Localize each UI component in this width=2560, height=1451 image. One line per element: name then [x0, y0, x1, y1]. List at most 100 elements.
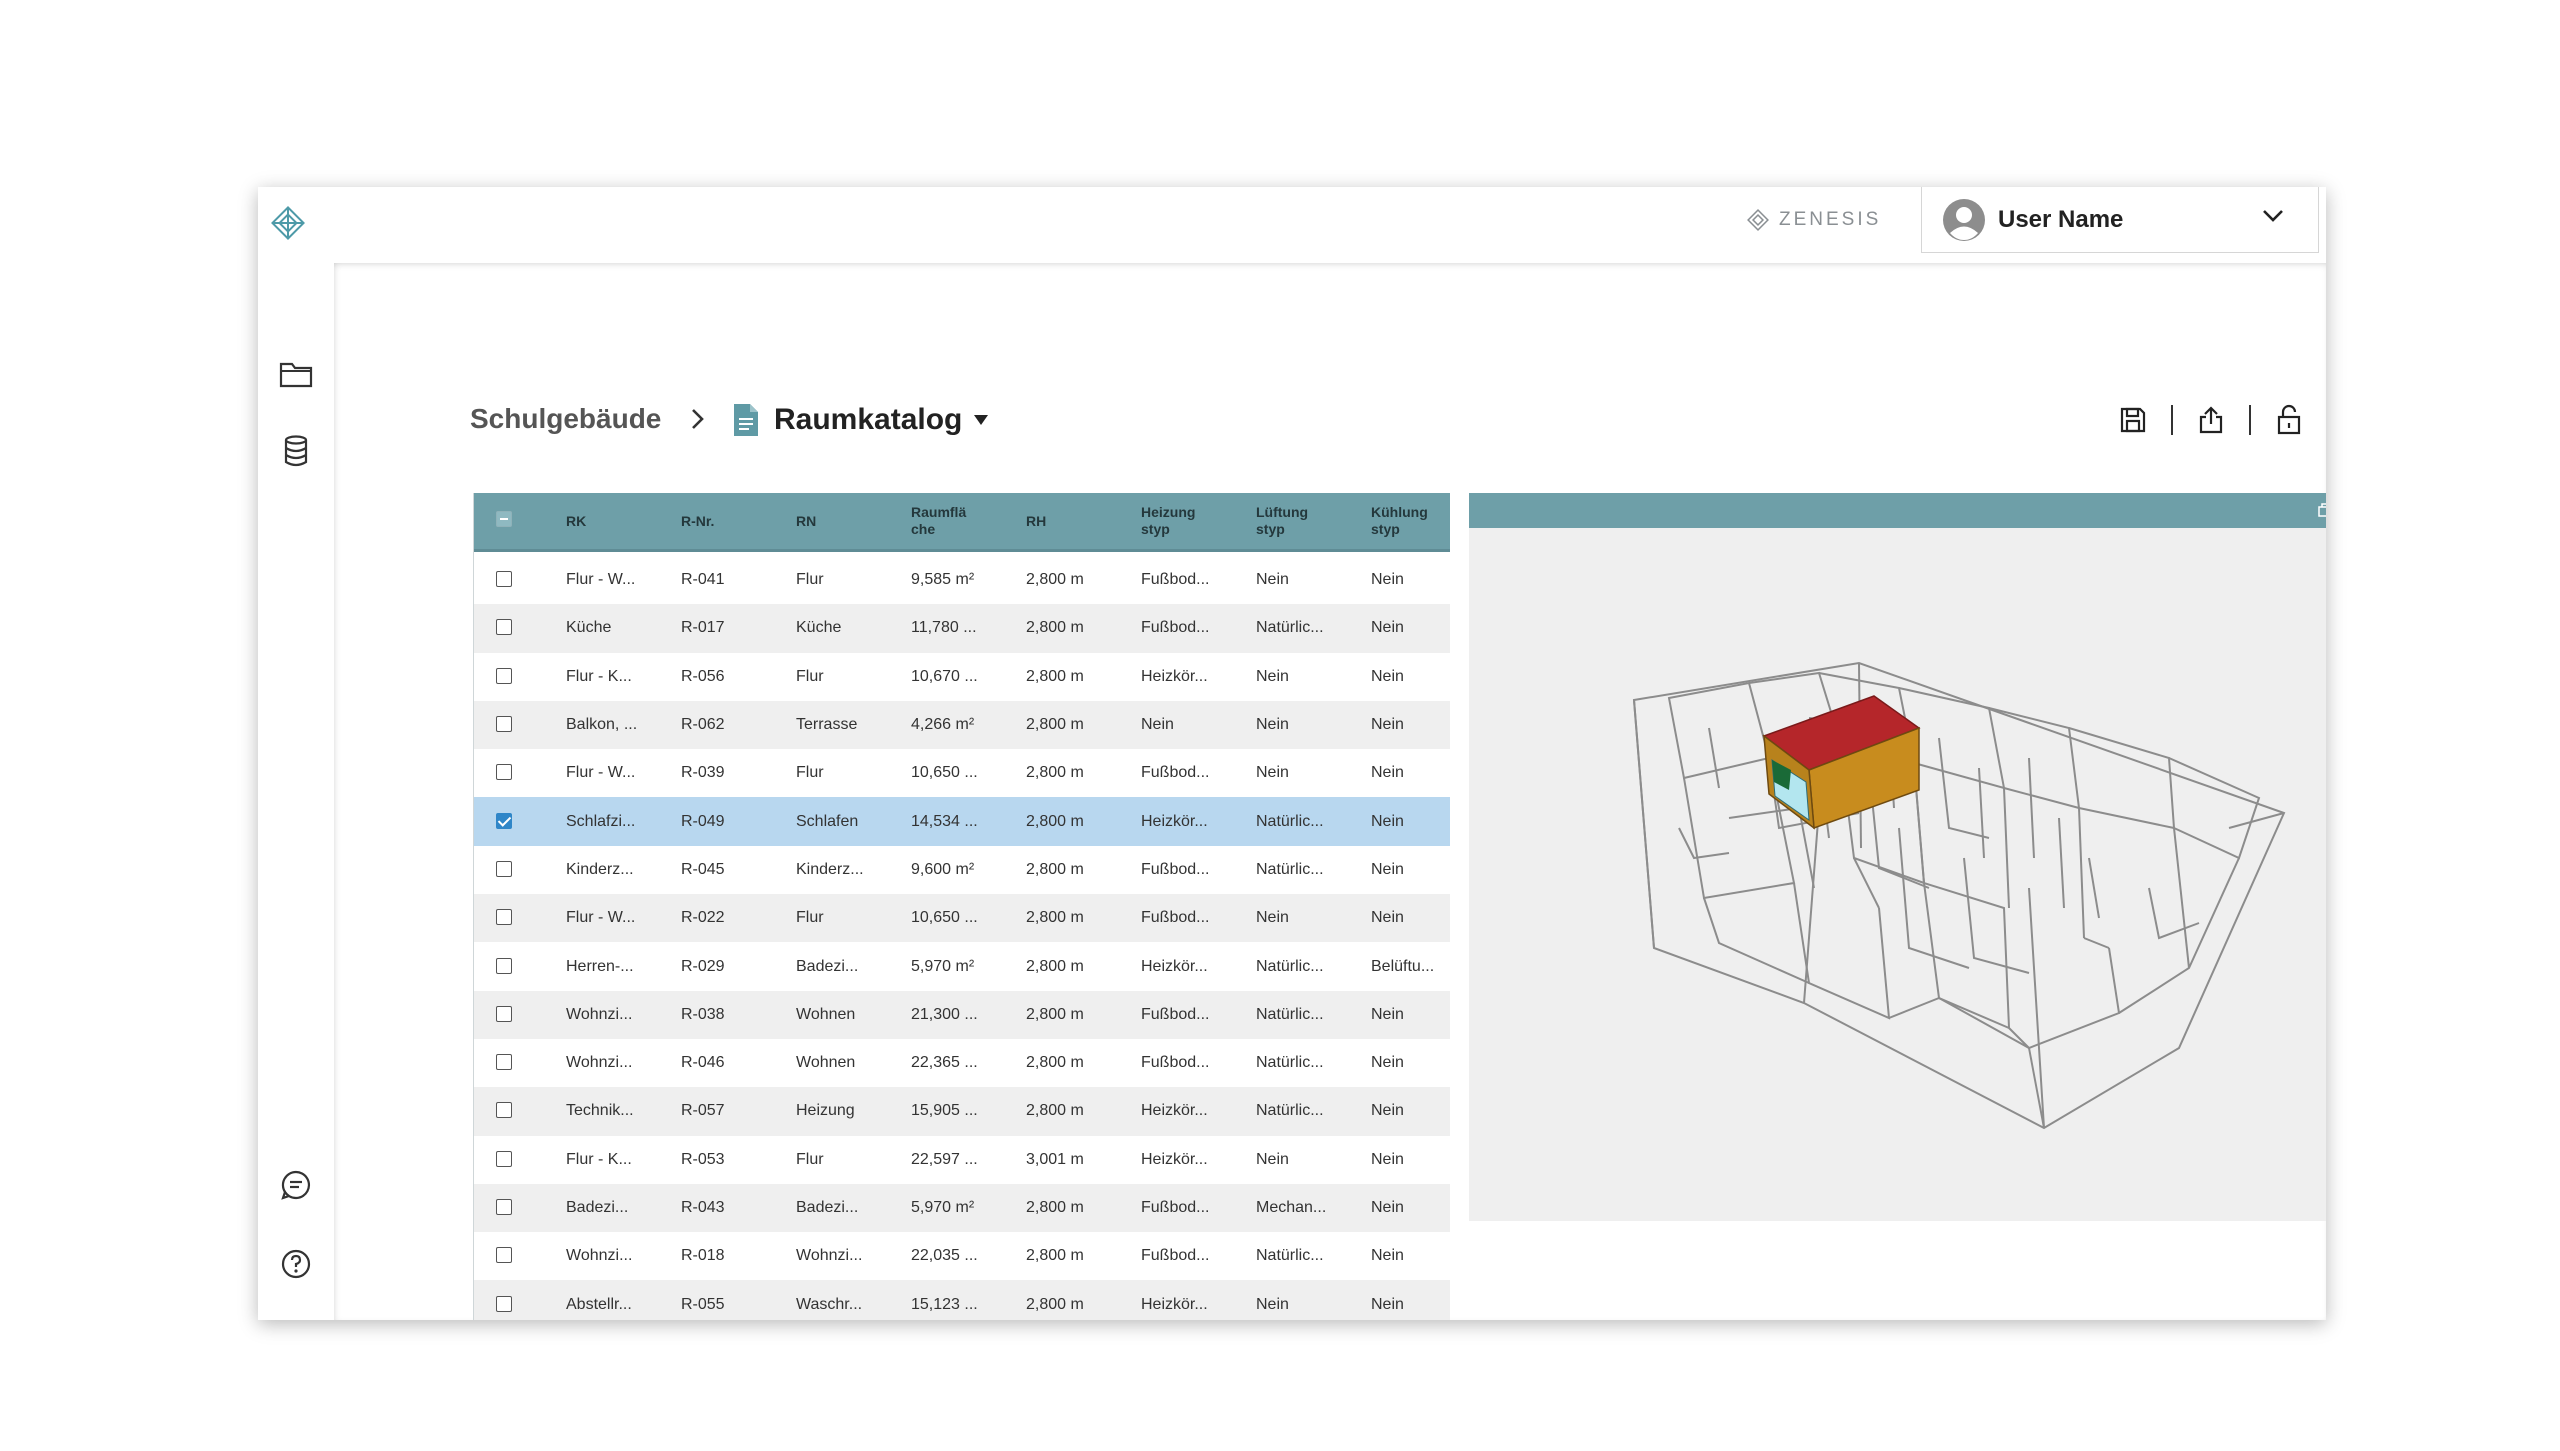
column-header[interactable]: Kühlung styp — [1371, 504, 1428, 537]
table-cell: 3,001 m — [1026, 1150, 1084, 1168]
column-header[interactable]: Lüftung styp — [1256, 504, 1309, 537]
select-all-checkbox[interactable] — [496, 511, 512, 527]
table-cell: Nein — [1256, 667, 1289, 685]
row-checkbox[interactable] — [496, 667, 512, 684]
app-logo-icon[interactable] — [268, 203, 308, 243]
row-checkbox[interactable] — [496, 571, 512, 588]
table-cell: Nein — [1371, 812, 1404, 830]
table-cell: Fußbod... — [1141, 764, 1210, 782]
column-header[interactable]: RN — [796, 512, 817, 529]
table-row[interactable]: Flur - K... R-053 Flur 22,597 ... 3,001 m Hei… — [474, 1136, 1450, 1184]
user-name: User Name — [1998, 205, 2124, 233]
row-checkbox[interactable] — [496, 1199, 512, 1215]
row-checkbox[interactable] — [496, 1005, 512, 1022]
save-icon[interactable] — [2111, 398, 2155, 442]
table-row[interactable]: Flur - K... R-056 Flur 10,670 ... 2,800 m Hei… — [474, 653, 1450, 701]
table-cell: 22,365 ... — [911, 1054, 978, 1072]
table-row[interactable]: Schlafzi... R-049 Schlafen 14,534 ... 2,800 … — [474, 797, 1450, 846]
table-cell: Herren-... — [566, 957, 634, 975]
row-checkbox[interactable] — [496, 1247, 512, 1264]
row-checkbox[interactable] — [496, 1102, 512, 1119]
table-cell: 15,905 ... — [911, 1102, 978, 1120]
row-checkbox[interactable] — [496, 716, 512, 733]
table-cell: Heizkör... — [1141, 957, 1208, 975]
table-row[interactable]: Kinderz... R-045 Kinderz... 9,600 m² 2,800 m… — [474, 846, 1450, 894]
table-cell: Schlafen — [796, 812, 859, 830]
row-checkbox[interactable] — [496, 1295, 512, 1312]
table-cell: 15,123 ... — [911, 1295, 978, 1313]
table-cell: 14,534 ... — [911, 812, 978, 830]
column-header[interactable]: Heizung styp — [1141, 504, 1196, 537]
chat-icon[interactable] — [272, 1161, 320, 1209]
table-cell: Fußbod... — [1141, 860, 1210, 878]
row-checkbox[interactable] — [496, 619, 512, 636]
table-cell: Badezi... — [796, 1199, 859, 1216]
table-row[interactable]: Technik... R-057 Heizung 15,905 ... 2,800 m H… — [474, 1087, 1450, 1136]
table-cell: Fußbod... — [1141, 1199, 1210, 1216]
table-cell: 2,800 m — [1026, 1102, 1084, 1120]
column-header[interactable]: RH — [1026, 512, 1047, 529]
table-cell: Terrasse — [796, 716, 858, 734]
row-checkbox[interactable] — [496, 764, 512, 781]
table-cell: Nein — [1371, 1247, 1404, 1265]
table-row[interactable]: Flur - W... R-041 Flur 9,585 m² 2,800 m Fußbo… — [474, 556, 1450, 604]
column-header[interactable]: Raumflä che — [911, 504, 967, 537]
building-3d-model[interactable] — [1469, 528, 2326, 1221]
table-cell: 2,800 m — [1026, 716, 1084, 734]
table-cell: Wohnzi... — [566, 1247, 633, 1265]
caret-down-icon — [974, 415, 989, 425]
row-checkbox[interactable] — [496, 860, 512, 877]
row-checkbox[interactable] — [496, 957, 512, 974]
table-row[interactable]: Flur - W... R-039 Flur 10,650 ... 2,800 m Fuß… — [474, 749, 1450, 797]
column-header[interactable]: R-Nr. — [681, 512, 715, 529]
unlock-icon[interactable] — [2267, 398, 2311, 442]
table-header: RK R-Nr. RN Raumflä che RH Heizung styp … — [474, 493, 1450, 552]
model-viewer[interactable] — [1469, 493, 2326, 1221]
toolbar-divider — [2171, 405, 2173, 435]
row-checkbox[interactable] — [496, 1150, 512, 1167]
row-checkbox[interactable] — [496, 1054, 512, 1071]
table-row[interactable]: Flur - W... R-022 Flur 10,650 ... 2,800 m Fuß… — [474, 894, 1450, 943]
row-checkbox[interactable] — [496, 812, 512, 829]
folder-icon[interactable] — [272, 350, 320, 398]
table-cell: Fußbod... — [1141, 571, 1210, 589]
table-cell: Natürlic... — [1256, 812, 1324, 830]
table-cell: R-039 — [681, 764, 725, 782]
table-cell: R-056 — [681, 667, 725, 685]
table-row[interactable]: Badezi... R-043 Badezi... 5,970 m² 2,800 m Fu… — [474, 1183, 1450, 1233]
restore-window-icon[interactable] — [2314, 499, 2326, 521]
database-icon[interactable] — [272, 427, 320, 475]
table-row[interactable]: Balkon, ... R-062 Terrasse 4,266 m² 2,800 m N… — [474, 700, 1450, 750]
table-cell: 2,800 m — [1026, 571, 1084, 589]
breadcrumb-current[interactable]: Raumkatalog — [734, 403, 989, 437]
toolbar-divider — [2249, 405, 2251, 435]
table-cell: Kinderz... — [566, 860, 634, 878]
table-cell: Nein — [1371, 571, 1404, 589]
table-cell: 5,970 m² — [911, 1199, 975, 1216]
user-menu[interactable]: User Name — [1921, 187, 2319, 253]
brand-mark-icon — [1747, 209, 1769, 231]
row-checkbox[interactable] — [496, 909, 512, 926]
table-cell: Nein — [1371, 1005, 1404, 1023]
table-cell: R-055 — [681, 1295, 725, 1313]
table-cell: Wohnen — [796, 1005, 856, 1023]
table-row[interactable]: Küche R-017 Küche 11,780 ... 2,800 m Fußbod..… — [474, 604, 1450, 653]
table-cell: R-029 — [681, 957, 725, 975]
table-cell: Fußbod... — [1141, 1054, 1210, 1072]
share-icon[interactable] — [2189, 398, 2233, 442]
column-header[interactable]: RK — [566, 512, 587, 529]
content-area: Schulgebäude Raumkatalog — [334, 263, 2326, 1320]
table-cell: 2,800 m — [1026, 957, 1084, 975]
table-row[interactable]: Herren-... R-029 Badezi... 5,970 m² 2,800 m H… — [474, 942, 1450, 990]
viewer-header — [1469, 493, 2326, 528]
table-cell: Heizkör... — [1141, 1102, 1208, 1120]
help-icon[interactable] — [272, 1240, 320, 1288]
table-row[interactable]: Wohnzi... R-038 Wohnen 21,300 ... 2,800 m Fuß… — [474, 990, 1450, 1039]
table-cell: Flur - K... — [566, 667, 632, 685]
table-row[interactable]: Wohnzi... R-046 Wohnen 22,365 ... 2,800 m Fuß… — [474, 1039, 1450, 1087]
table-row[interactable]: Wohnzi... R-018 Wohnzi... 22,035 ... 2,800 m… — [474, 1232, 1450, 1280]
breadcrumb-parent[interactable]: Schulgebäude — [470, 403, 662, 434]
table-row[interactable]: Abstellr... R-055 Waschr... 15,123 ... 2,800… — [474, 1280, 1450, 1320]
table-cell: Flur — [796, 764, 824, 782]
table-cell: Natürlic... — [1256, 1247, 1324, 1265]
